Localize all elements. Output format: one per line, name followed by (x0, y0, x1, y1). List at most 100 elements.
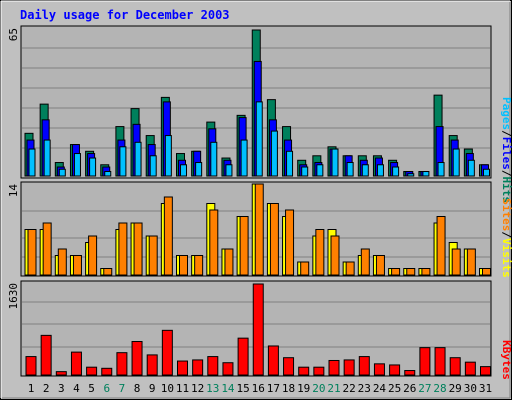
sites-bar-fill (375, 255, 385, 276)
sites-bar-fill (57, 248, 67, 276)
kbytes-bar-fill (343, 359, 355, 376)
kbytes-bar (358, 356, 370, 376)
visits-legend: Sites/Visits (500, 198, 512, 278)
hits-legend: Pages/Files/Hits (500, 97, 512, 203)
x-tick-label: 10 (161, 382, 174, 395)
sites-bar (330, 235, 340, 276)
x-tick-label: 29 (449, 382, 462, 395)
sites-bar-fill (133, 222, 143, 276)
kbytes-bar-fill (192, 359, 204, 376)
x-tick-label: 15 (236, 382, 249, 395)
sites-bar-fill (209, 209, 219, 276)
kbytes-bar (373, 363, 385, 376)
sites-bar (482, 268, 491, 276)
x-tick-label: 1 (28, 382, 35, 395)
kbytes-bar-fill (358, 356, 370, 376)
sites-bar-fill (269, 203, 279, 276)
kbytes-bar (419, 347, 431, 376)
hits-scale-label: 65 (7, 28, 20, 41)
kbytes-bar-fill (328, 359, 340, 376)
sites-bar-fill (42, 222, 52, 276)
pages-bar-fill (210, 141, 218, 177)
pages-bar (73, 153, 81, 177)
sites-bar-fill (103, 268, 113, 276)
kbytes-bar-fill (40, 334, 52, 376)
x-tick-label: 5 (88, 382, 95, 395)
pages-bar-fill (301, 166, 309, 177)
pages-bar-fill (28, 148, 36, 177)
sites-bar-fill (330, 235, 340, 276)
pages-bar (346, 162, 354, 177)
kbytes-bar (313, 366, 325, 376)
sites-bar (72, 255, 82, 276)
pages-bar (134, 141, 142, 177)
kbytes-bar-fill (131, 341, 143, 376)
pages-bar-fill (240, 139, 248, 177)
pages-bar-fill (73, 153, 81, 177)
pages-bar (361, 164, 369, 177)
pages-bar (301, 166, 309, 177)
sites-bar (194, 255, 204, 276)
sites-bar (42, 222, 52, 276)
sites-bar (269, 203, 279, 276)
kbytes-bar (192, 359, 204, 376)
x-tick-label: 11 (176, 382, 189, 395)
sites-bar (88, 235, 98, 276)
x-tick-label: 21 (327, 382, 340, 395)
kbytes-bar-fill (464, 361, 476, 376)
pages-bar (437, 162, 445, 177)
kbytes-bar-fill (101, 367, 113, 376)
kbytes-bar (222, 362, 234, 376)
kbytes-bar (328, 359, 340, 376)
kbytes-bar (449, 357, 461, 376)
pages-bar (331, 148, 339, 177)
x-tick-label: 20 (312, 382, 325, 395)
x-tick-label: 27 (418, 382, 431, 395)
kbytes-bar (343, 359, 355, 376)
x-axis-labels: 1 2 3 4 5 6 7 8 9 10 11 12 13 14 15 16 17 18 19 20 21 22 23 24 2… (28, 382, 492, 395)
kbytes-bar (207, 356, 219, 376)
sites-bar-fill (421, 268, 431, 276)
pages-bar (149, 155, 157, 177)
x-tick-label: 19 (297, 382, 310, 395)
x-tick-label: 16 (252, 382, 265, 395)
x-tick-label: 17 (267, 382, 280, 395)
sites-bar-fill (72, 255, 82, 276)
sites-bar (406, 268, 416, 276)
kbytes-bar (25, 356, 37, 376)
legend-separator: / (500, 130, 512, 137)
legend-sites: Sites (500, 198, 512, 231)
kbytes-bar-fill (434, 347, 446, 376)
pages-bar-fill (483, 168, 490, 177)
pages-bar-fill (43, 139, 51, 177)
kbytes-bar-fill (283, 357, 295, 376)
x-tick-label: 14 (221, 382, 235, 395)
x-tick-label: 6 (103, 382, 110, 395)
x-tick-label: 4 (73, 382, 80, 395)
sites-bar-fill (179, 255, 188, 276)
sites-bar (209, 209, 219, 276)
sites-bar (436, 216, 446, 276)
pages-bar-fill (164, 135, 172, 177)
sites-bar-fill (163, 196, 173, 276)
kbytes-bar (389, 364, 401, 376)
pages-bar-fill (149, 155, 157, 177)
pages-bar (286, 150, 294, 177)
pages-bar-fill (270, 130, 278, 177)
sites-bar-fill (224, 248, 234, 276)
sites-bar (118, 222, 128, 276)
sites-bar-fill (436, 216, 446, 276)
pages-bar-fill (376, 164, 384, 177)
pages-bar-fill (89, 157, 97, 177)
legend-separator: / (500, 170, 512, 177)
kbytes-bar (116, 352, 128, 376)
sites-bar (148, 235, 158, 276)
sites-bar (375, 255, 385, 276)
pages-bar (240, 139, 248, 177)
kbytes-bar (86, 366, 98, 376)
sites-bar-fill (482, 268, 491, 276)
pages-bar (58, 168, 66, 177)
pages-bar-fill (467, 159, 475, 177)
pages-bar (89, 157, 97, 177)
